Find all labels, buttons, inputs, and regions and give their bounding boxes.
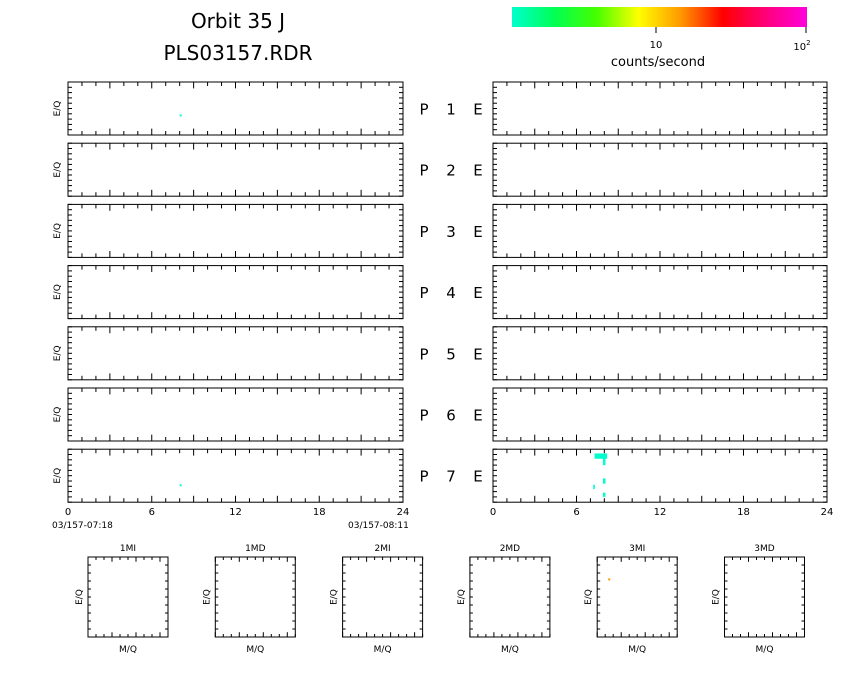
x-tick-label-left: 6 [149,507,155,518]
x-tick-label-right: 24 [821,507,834,518]
mass-panel-xlabel: M/Q [756,645,774,655]
mass-panel-xlabel: M/Q [246,645,264,655]
colorbar-title: counts/second [611,55,705,70]
x-tick-label-left: 18 [313,507,326,518]
file-name: PLS03157.RDR [163,41,312,65]
mass-panel-frame [596,556,678,638]
colorbar-label-10: 10 [650,40,663,51]
mass-panel-title: 3MI [629,544,645,554]
panel-e-label: E [473,407,482,425]
mass-panel-xlabel: M/Q [119,645,137,655]
mass-panel-frame [342,556,424,638]
panel-right-frame [492,203,828,258]
panel-number: 4 [446,284,456,302]
mass-panel-ylabel: E/Q [330,589,340,605]
panel-e-label: E [473,162,482,180]
data-point [602,457,606,466]
panel-number: 7 [446,468,456,486]
panel-p-label: P [419,162,428,180]
panel-left-frame [67,448,404,503]
mass-panel-title: 1MI [120,544,136,554]
panel-p-label: P [419,407,428,425]
mass-panel-ylabel: E/Q [584,589,594,605]
panel-e-label: E [473,101,482,119]
mass-panel-frame [214,556,296,638]
mass-panel-ylabel: E/Q [712,589,722,605]
panel-number: 1 [446,101,456,119]
data-point [594,453,608,459]
panel-p-label: P [419,101,428,119]
panel-p-label: P [419,284,428,302]
mass-panel-frame [469,556,551,638]
panel-ylabel: E/Q [53,345,63,361]
panel-left-frame [67,326,404,381]
panel-left-frame [67,203,404,258]
panel-right-frame [492,387,828,442]
mass-panel-frame [87,556,169,638]
panel-right-frame [492,81,828,136]
data-point [602,478,606,484]
panel-left-frame [67,81,404,136]
mass-panel-ylabel: E/Q [202,589,212,605]
mass-panel-title: 3MD [754,544,774,554]
panel-e-label: E [473,468,482,486]
panel-right-frame [492,326,828,381]
panel-grid: E/Q P 1 EE/Q P 2 EE/Q P 3 EE/Q P 4 EE/Q P 5 EE/Q P 6 EE/Q P… [52,81,834,531]
panel-right-frame [492,142,828,197]
panel-number: 2 [446,162,456,180]
x-tick-label-right: 12 [654,507,667,518]
panel-right-frame [492,448,828,503]
x-tick-label-right: 6 [573,507,579,518]
panel-e-label: E [473,223,482,241]
mass-panel-xlabel: M/Q [374,645,392,655]
panel-ylabel: E/Q [53,284,63,300]
panel-e-label: E [473,345,482,363]
panel-p-label: P [419,345,428,363]
x-tick-label-left: 12 [229,507,242,518]
data-point [179,484,182,487]
panel-e-label: E [473,284,482,302]
time-end-label: 03/157-08:11 [348,521,409,531]
x-tick-label-left: 24 [397,507,410,518]
x-tick-label-right: 18 [737,507,750,518]
mass-panel-ylabel: E/Q [75,589,85,605]
panel-left-frame [67,387,404,442]
mass-panels: 1MI E/Q M/Q 1MD E/Q M/Q 2MI E/Q M/Q 2MD E/Q M/Q 3MI E… [75,544,805,655]
mass-panel-frame [724,556,805,638]
panel-ylabel: E/Q [53,468,63,484]
mass-panel-xlabel: M/Q [501,645,519,655]
panel-number: 6 [446,407,456,425]
panel-left-frame [67,265,404,320]
panel-p-label: P [419,223,428,241]
time-start-label: 03/157-07:18 [52,521,113,531]
panel-number: 3 [446,223,456,241]
panel-left-frame [67,142,404,197]
mass-panel-title: 1MD [245,544,265,554]
x-tick-label-right: 0 [490,507,496,518]
mass-panel-title: 2MI [375,544,391,554]
colorbar-label-100: 102 [793,39,810,53]
data-point [593,484,595,489]
panel-number: 5 [446,345,456,363]
mass-panel-ylabel: E/Q [457,589,467,605]
mass-panel-xlabel: M/Q [628,645,646,655]
orbit-title: Orbit 35 J [191,9,285,33]
mass-panel-title: 2MD [500,544,520,554]
data-point [602,492,606,497]
x-tick-label-left: 0 [65,507,71,518]
panel-ylabel: E/Q [53,407,63,423]
data-point [179,114,182,117]
panel-ylabel: E/Q [53,162,63,178]
panel-right-frame [492,265,828,320]
panel-ylabel: E/Q [53,101,63,117]
panel-ylabel: E/Q [53,223,63,239]
panel-p-label: P [419,468,428,486]
mass-data-point [608,578,611,581]
colorbar [512,7,807,27]
